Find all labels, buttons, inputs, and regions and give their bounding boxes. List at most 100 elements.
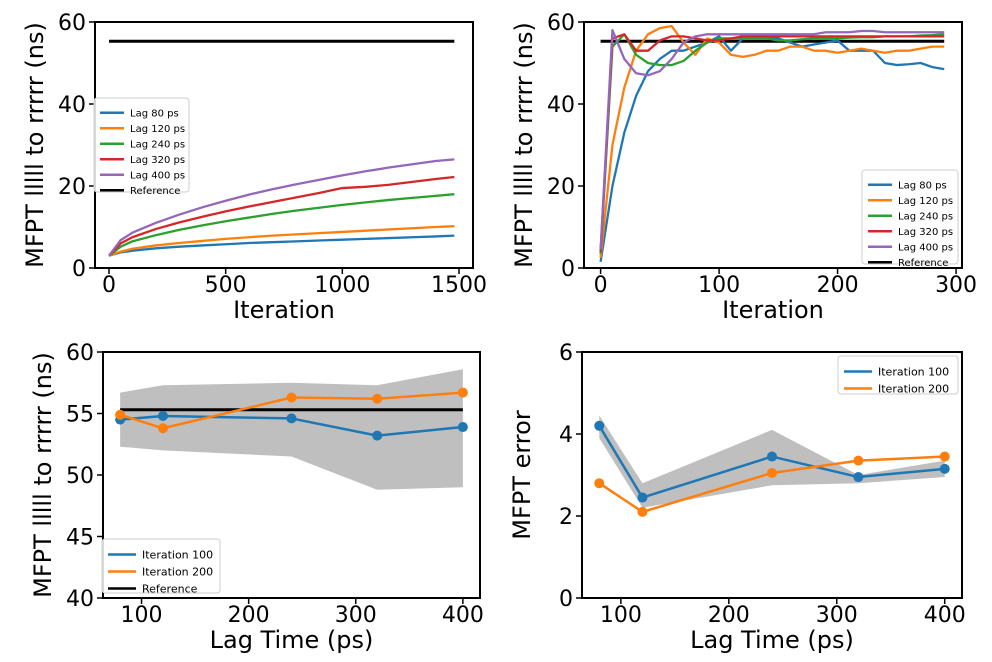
x-axis-title: Lag Time (ps) [210, 626, 374, 654]
data-point [767, 467, 777, 478]
x-tick-label: 1000 [314, 273, 370, 298]
data-point [372, 393, 383, 404]
x-tick-label: 100 [121, 603, 163, 628]
y-tick-label: 60 [547, 11, 575, 36]
legend-label: Lag 120 ps [898, 196, 953, 207]
legend-label: Reference [898, 258, 948, 269]
y-tick-label: 0 [559, 587, 573, 612]
data-point [939, 463, 950, 474]
data-point [372, 430, 383, 441]
data-point [157, 410, 168, 421]
y-axis-title: MFPT lllll to rrrrr (ns) [21, 22, 49, 268]
legend-label: Reference [142, 582, 198, 595]
y-tick-label: 4 [559, 423, 573, 448]
legend-label: Lag 400 ps [898, 242, 953, 253]
legend-label: Iteration 200 [142, 565, 213, 578]
y-tick-label: 20 [547, 175, 575, 200]
y-tick-label: 55 [66, 403, 94, 428]
x-tick-label: 100 [698, 273, 740, 298]
legend-label: Reference [130, 186, 180, 197]
legend-label: Iteration 100 [142, 548, 213, 561]
series-line-2 [108, 225, 455, 257]
x-tick-label: 200 [708, 603, 750, 628]
chart-1: 0 500 1000 1500 0 20 40 60 Iteration MFPT lllll t… [21, 11, 487, 324]
data-point [157, 423, 168, 434]
legend-label: Lag 320 ps [898, 227, 953, 238]
y-tick-label: 0 [561, 257, 575, 282]
x-tick-label: 200 [817, 273, 859, 298]
x-tick-label: 300 [935, 273, 977, 298]
y-tick-label: 45 [66, 526, 94, 551]
y-tick-label: 40 [66, 587, 94, 612]
x-tick-label: 500 [205, 273, 247, 298]
legend: Lag 80 ps Lag 120 ps Lag 240 ps Lag 320 ps L… [861, 169, 959, 269]
x-axis-title: Iteration [722, 296, 824, 324]
x-tick-label: 200 [228, 603, 270, 628]
legend-label: Iteration 100 [878, 365, 949, 378]
legend-label: Lag 400 ps [130, 170, 185, 181]
legend-label: Lag 120 ps [130, 124, 185, 135]
x-tick-label: 1500 [431, 273, 487, 298]
y-axis-title: MFPT lllll to rrrrr (ns) [29, 352, 57, 598]
axes-frame [583, 21, 963, 269]
y-tick-label: 40 [547, 93, 575, 118]
y-tick-label: 60 [58, 11, 86, 36]
data-point [853, 472, 864, 483]
y-tick-label: 40 [58, 93, 86, 118]
chart-3: 100 200 300 400 40 45 50 55 60 Lag Time (ps) MFPT … [29, 341, 484, 654]
x-tick-label: 400 [924, 603, 966, 628]
series-line-5 [599, 29, 945, 250]
data-point [286, 392, 297, 403]
y-axis-title: MFPT lllll to rrrrr (ns) [510, 22, 538, 268]
series-line-2 [599, 24, 945, 258]
data-point [853, 455, 864, 466]
legend: Iteration 100 Iteration 200 Reference [101, 538, 221, 595]
legend-label: Lag 240 ps [130, 139, 185, 150]
y-tick-label: 6 [559, 341, 573, 366]
x-axis-title: Lag Time (ps) [690, 626, 854, 654]
series-line-4 [108, 175, 455, 257]
x-tick-label: 400 [442, 603, 484, 628]
x-axis-title: Iteration [233, 296, 335, 324]
series-line-4 [599, 33, 945, 252]
x-tick-label: 300 [335, 603, 377, 628]
chart-2: 0 100 200 300 0 20 40 60 Iteration MFPT lllll to … [510, 11, 977, 324]
series-line-3 [108, 193, 455, 257]
y-tick-label: 20 [58, 175, 86, 200]
legend-label: Iteration 200 [878, 382, 949, 395]
legend-label: Lag 80 ps [898, 180, 947, 191]
data-point [939, 451, 950, 462]
data-point [637, 506, 648, 517]
data-point [637, 492, 648, 503]
legend-label: Lag 80 ps [130, 108, 179, 119]
data-point [457, 422, 468, 433]
series-line-1 [108, 234, 455, 257]
legend: Lag 80 ps Lag 120 ps Lag 240 ps Lag 320 ps L… [93, 97, 190, 197]
data-point [286, 413, 297, 424]
y-tick-label: 0 [72, 257, 86, 282]
series-line-5 [108, 158, 455, 257]
data-point [115, 409, 126, 420]
y-tick-label: 2 [559, 505, 573, 530]
axes-frame [581, 351, 963, 599]
data-point [594, 478, 605, 489]
y-axis-title: MFPT error [508, 410, 536, 540]
data-point [457, 387, 468, 398]
legend-box [861, 169, 959, 265]
data-point [767, 451, 777, 462]
legend: Iteration 100 Iteration 200 [837, 355, 959, 395]
y-tick-label: 50 [66, 464, 94, 489]
x-tick-label: 100 [600, 603, 642, 628]
x-tick-label: 0 [594, 273, 608, 298]
data-point [594, 420, 605, 431]
legend-box [837, 355, 959, 395]
y-tick-label: 60 [66, 341, 94, 366]
error-band [120, 369, 463, 490]
x-tick-label: 0 [102, 273, 116, 298]
legend-label: Lag 320 ps [130, 155, 185, 166]
legend-label: Lag 240 ps [898, 211, 953, 222]
legend-box [101, 538, 221, 594]
chart-4: 100 200 300 400 0 2 4 6 Lag Time (ps) MFPT error I… [508, 341, 966, 654]
legend-box [93, 97, 190, 193]
